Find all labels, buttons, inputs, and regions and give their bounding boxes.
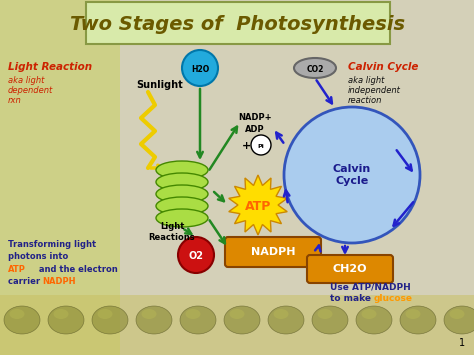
Text: glucose: glucose [374,294,413,303]
Ellipse shape [156,173,208,191]
Text: independent: independent [348,86,401,95]
Text: aka light: aka light [348,76,384,85]
Ellipse shape [400,306,436,334]
Polygon shape [229,175,287,235]
Ellipse shape [156,197,208,215]
Ellipse shape [268,306,304,334]
Ellipse shape [294,58,336,78]
Ellipse shape [444,306,474,334]
Text: Light Reaction: Light Reaction [8,62,92,72]
FancyBboxPatch shape [0,295,474,355]
Ellipse shape [54,309,69,319]
Ellipse shape [356,306,392,334]
Text: Calvin
Cycle: Calvin Cycle [333,164,371,186]
Text: O2: O2 [189,251,203,261]
Circle shape [251,135,271,155]
FancyBboxPatch shape [307,255,393,283]
Text: ATP: ATP [245,200,271,213]
Ellipse shape [136,306,172,334]
Text: Calvin Cycle: Calvin Cycle [348,62,419,72]
Text: carrier: carrier [8,277,43,286]
Ellipse shape [181,181,203,209]
Ellipse shape [98,309,112,319]
FancyBboxPatch shape [0,0,120,355]
FancyBboxPatch shape [225,237,321,267]
Text: dependent: dependent [8,86,53,95]
Text: rxn: rxn [8,96,22,105]
Ellipse shape [405,309,420,319]
Text: ATP: ATP [8,265,26,274]
Ellipse shape [185,309,201,319]
Text: reaction: reaction [348,96,383,105]
Ellipse shape [362,309,376,319]
Text: CH2O: CH2O [333,264,367,274]
Text: Light
Reactions: Light Reactions [149,222,195,242]
Ellipse shape [273,309,289,319]
Text: Transforming light
photons into: Transforming light photons into [8,240,96,261]
Text: ADP: ADP [245,126,265,135]
Text: Pi: Pi [258,143,264,148]
FancyBboxPatch shape [86,2,390,44]
Text: aka light: aka light [8,76,45,85]
Circle shape [284,107,420,243]
Ellipse shape [229,309,245,319]
Circle shape [178,237,214,273]
Ellipse shape [48,306,84,334]
Circle shape [182,50,218,86]
Text: Two Stages of  Photosynthesis: Two Stages of Photosynthesis [71,16,406,34]
Text: Sunlight: Sunlight [137,80,183,90]
Text: 1: 1 [459,338,465,348]
Text: CO2: CO2 [306,65,324,73]
Text: NADPH: NADPH [251,247,295,257]
Ellipse shape [312,306,348,334]
Ellipse shape [156,209,208,227]
Ellipse shape [156,161,208,179]
Text: and the electron: and the electron [36,265,118,274]
Ellipse shape [4,306,40,334]
Text: NADPH: NADPH [42,277,75,286]
Ellipse shape [449,309,465,319]
Ellipse shape [180,306,216,334]
Text: Use ATP/NADPH
to make: Use ATP/NADPH to make [330,282,411,303]
Ellipse shape [9,309,25,319]
Text: +: + [242,141,252,151]
Ellipse shape [92,306,128,334]
Ellipse shape [156,185,208,203]
Text: NADP+: NADP+ [238,114,272,122]
Text: H2O: H2O [191,65,209,73]
Ellipse shape [224,306,260,334]
Ellipse shape [142,309,156,319]
Ellipse shape [318,309,332,319]
